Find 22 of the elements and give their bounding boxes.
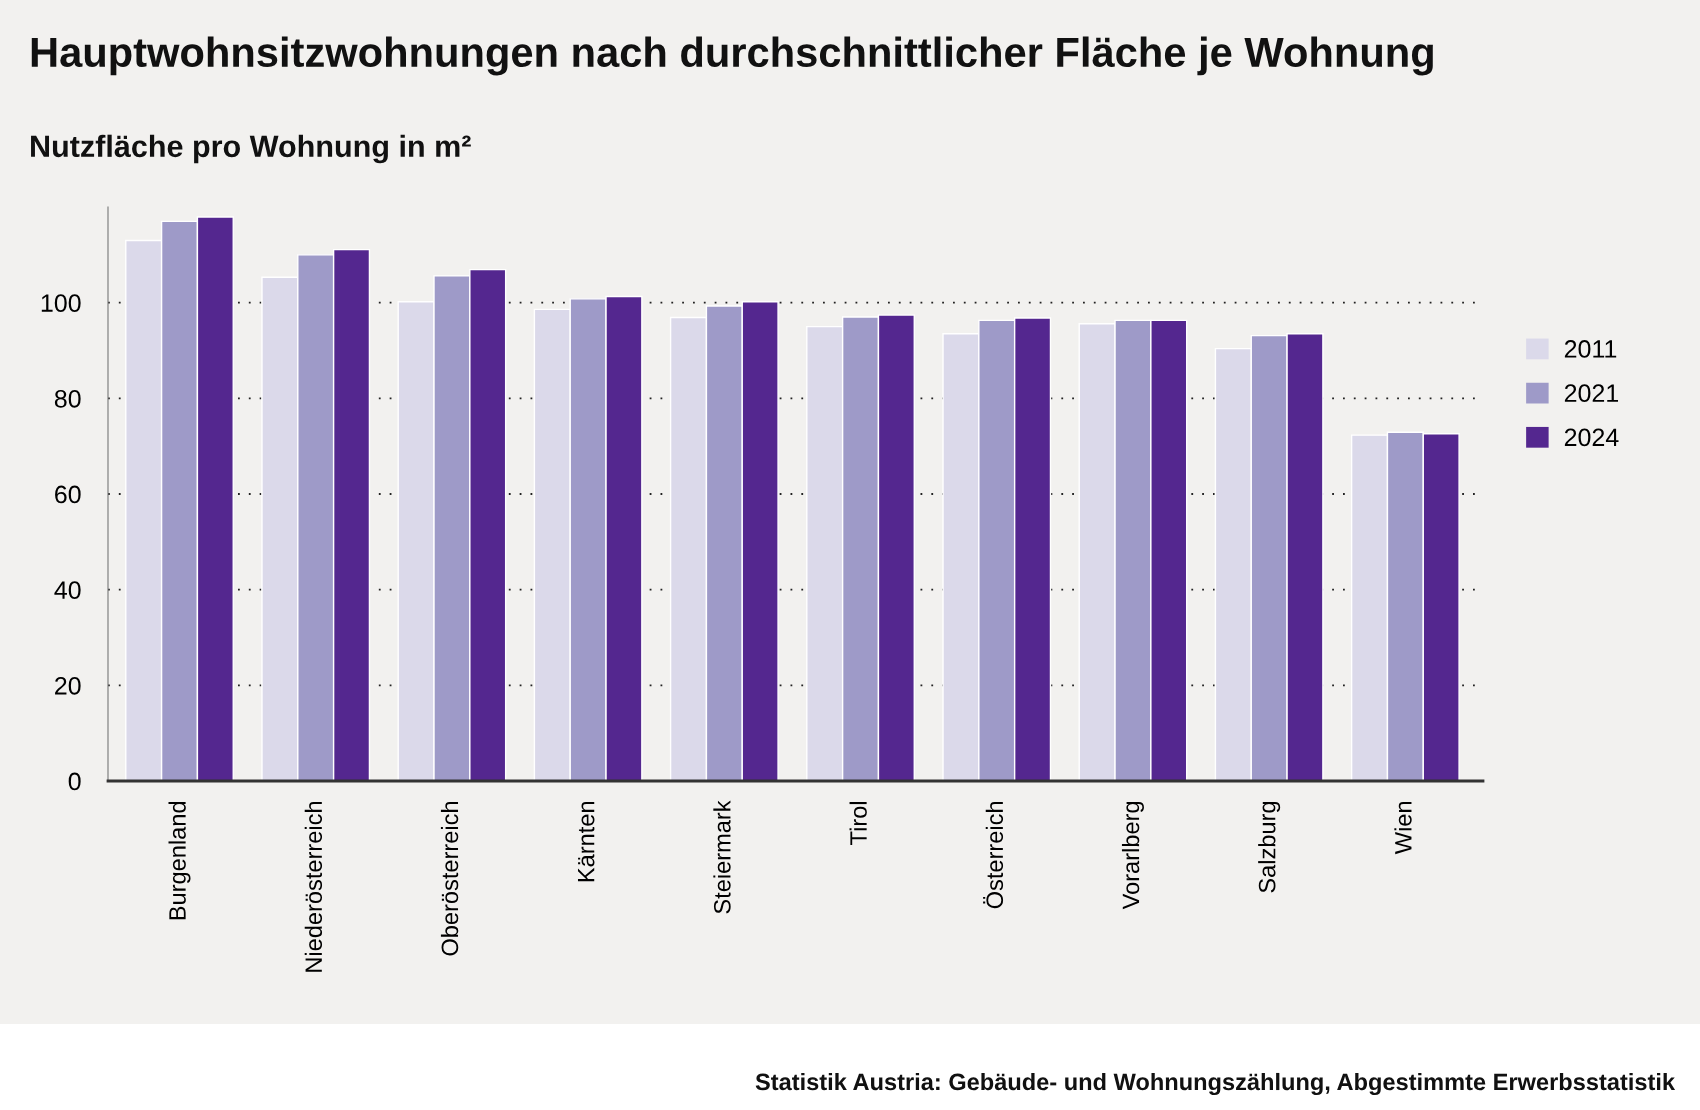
legend-label: 2011 — [1564, 340, 1617, 358]
y-tick-label: 60 — [55, 485, 81, 504]
y-tick-label: 40 — [54, 581, 81, 599]
x-tick-label: Vorarlberg — [1121, 801, 1144, 910]
x-tick-label: Salzburg — [1258, 801, 1281, 893]
x-tick-label: Tirol — [849, 802, 867, 845]
y-tick-label: 0 — [68, 772, 81, 791]
chart-subtitle: Nutzfläche pro Wohnung in m² — [31, 134, 471, 164]
x-tick-label: Wien — [1394, 801, 1412, 855]
x-tick-label: Österreich — [983, 801, 1004, 909]
x-tick-label: Oberösterreich — [440, 801, 459, 956]
chart-title: Hauptwohnsitzwohnungen nach durchschnittlicher Fläche je Wohnung — [31, 36, 1433, 76]
x-tick-label: Niederösterreich — [304, 801, 323, 972]
y-tick-label: 100 — [41, 294, 81, 312]
y-tick-label: 20 — [55, 676, 81, 695]
text: Statistik Austria: Gebäude- und Wohnungszählung, Abgestimmte Erwerbsstatistik — [755, 1072, 1676, 1096]
x-tick-label: Burgenland — [168, 801, 191, 920]
legend-label: 2021 — [1564, 384, 1619, 402]
x-tick-label: Kärnten — [577, 801, 595, 882]
y-tick-label: 80 — [54, 389, 81, 408]
legend-label: 2024 — [1564, 428, 1619, 447]
x-tick-label: Steiermark — [713, 800, 731, 914]
